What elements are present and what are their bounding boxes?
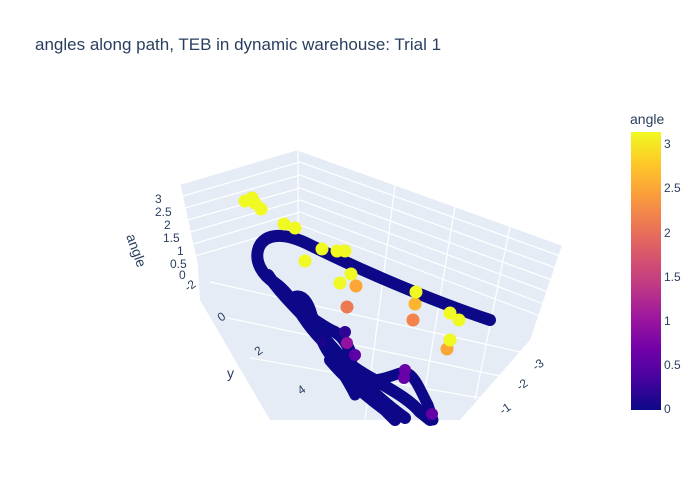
data-point [344, 267, 358, 281]
colorbar-tick: 0 [664, 402, 671, 416]
data-point [298, 254, 312, 268]
floor-pane [198, 268, 530, 420]
colorbar-tick: 0.5 [664, 358, 681, 372]
z-tick: 0.5 [170, 257, 187, 271]
data-point [452, 313, 466, 327]
data-point [339, 326, 351, 338]
back-pane [180, 150, 562, 340]
data-point [443, 333, 457, 347]
y-axis-title: y [227, 365, 234, 381]
colorbar-tick: 1 [664, 314, 671, 328]
z-tick: 2 [164, 218, 171, 232]
z-axis-title: angle [123, 232, 150, 270]
data-point [406, 313, 420, 327]
data-point [317, 337, 327, 347]
data-point [338, 244, 352, 258]
data-point [315, 242, 329, 256]
data-point [341, 337, 353, 349]
data-point [349, 349, 361, 361]
colorbar-tick: 3 [664, 137, 671, 151]
data-point [254, 202, 268, 216]
z-tick: 2.5 [155, 205, 172, 219]
data-point [408, 297, 422, 311]
data-point [443, 306, 457, 320]
data-point [349, 279, 363, 293]
markers-high [238, 191, 466, 347]
data-point [277, 217, 291, 231]
x-tick: -2 [514, 376, 531, 394]
colorbar-title: angle [630, 111, 665, 127]
scene-panes [180, 150, 562, 420]
x-tick: -3 [530, 356, 547, 374]
data-point [333, 276, 347, 290]
colorbar-tick: 2 [664, 226, 671, 240]
data-point [426, 408, 438, 420]
chart-title: angles along path, TEB in dynamic wareho… [35, 35, 442, 54]
z-tick: 0 [179, 268, 186, 282]
z-tick: 1 [177, 244, 184, 258]
colorbar-tick: 1.5 [664, 270, 681, 284]
markers-low [317, 326, 438, 420]
data-point [398, 372, 410, 384]
markers-mid [340, 279, 454, 356]
trajectory-tail [324, 354, 401, 426]
data-point [409, 285, 423, 299]
z-tick: 3 [155, 192, 162, 206]
z-axis-ticks: 3 2.5 2 1.5 1 0.5 0 [155, 192, 187, 282]
colorbar-ticks: 0 0.5 1 1.5 2 2.5 3 [664, 137, 681, 416]
colorbar-tick: 2.5 [664, 181, 681, 195]
data-point [288, 221, 302, 235]
data-point [340, 300, 354, 314]
colorbar [631, 132, 661, 410]
z-tick: 1.5 [163, 231, 180, 245]
x-tick: -1 [497, 400, 514, 418]
